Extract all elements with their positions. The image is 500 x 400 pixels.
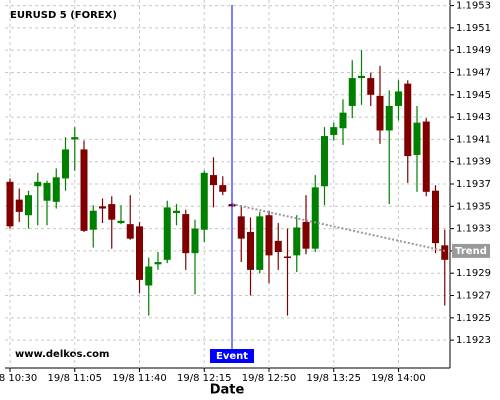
candle-body (311, 187, 319, 249)
candle-body (200, 172, 208, 230)
candle-body (293, 227, 301, 256)
watermark: www.delkos.com (15, 349, 109, 360)
y-tick-label: 1.1947 (456, 67, 491, 78)
candle-body (126, 224, 134, 239)
candle-body (89, 210, 97, 230)
candle-body (191, 228, 199, 254)
candle-body (108, 204, 116, 220)
candle-body (237, 216, 245, 239)
candle-body (173, 210, 180, 213)
candle-body (385, 105, 393, 131)
candle-body (43, 182, 51, 201)
candle-body (404, 83, 412, 157)
candle-body (302, 221, 310, 249)
candle-body (182, 214, 190, 254)
y-tick-label: 1.1945 (456, 90, 491, 101)
y-tick-label: 1.1953 (456, 1, 491, 12)
candle-body (367, 78, 375, 95)
x-tick-label: 19/8 12:15 (177, 373, 231, 384)
y-tick-label: 1.1927 (456, 291, 491, 302)
candle-body (80, 149, 88, 231)
candle-body (330, 127, 338, 135)
candle-body (219, 185, 227, 192)
y-tick-label: 1.1949 (456, 45, 491, 56)
y-tick-label: 1.1933 (456, 224, 491, 235)
y-tick-label: 1.1939 (456, 157, 491, 168)
trend-label: Trend (455, 246, 487, 257)
trend-line (231, 203, 445, 252)
candle-body (15, 199, 23, 212)
chart-title: EURUSD 5 (FOREX) (10, 10, 117, 21)
candle-body (376, 95, 384, 131)
x-tick-label: 19/8 12:50 (242, 373, 296, 384)
x-axis-title: Date (210, 383, 245, 398)
x-tick-label: 19/8 11:05 (48, 373, 102, 384)
candle-body (6, 181, 14, 227)
x-tick-label: 19/8 11:40 (112, 373, 166, 384)
candle-body (117, 220, 125, 224)
candle-body (432, 190, 439, 244)
candle-body (256, 216, 264, 270)
candle-body (62, 149, 69, 179)
candle-body (154, 262, 162, 265)
trend-label-box (452, 243, 490, 258)
candle-body (358, 75, 365, 79)
candle-body (321, 136, 328, 187)
y-tick-label: 1.1937 (456, 179, 491, 190)
y-tick-label: 1.1929 (456, 268, 491, 279)
y-tick-label: 1.1941 (456, 134, 491, 145)
event-label: Event (216, 351, 248, 362)
candle-body (247, 231, 254, 270)
candle-body (422, 121, 430, 192)
candle-body (145, 266, 153, 286)
candle-body (163, 207, 171, 260)
x-tick-label: 19/8 14:00 (371, 373, 425, 384)
x-tick-label: 19/8 10:30 (0, 373, 37, 384)
event-label-box (210, 349, 254, 363)
candle-body (52, 177, 60, 202)
candle-body (348, 78, 356, 106)
y-tick-label: 1.1951 (456, 23, 491, 34)
candle-body (274, 240, 282, 253)
candle-body (413, 122, 421, 156)
x-tick-label: 19/8 13:25 (307, 373, 361, 384)
candle-body (210, 175, 217, 186)
candle-body (136, 226, 143, 280)
candle-body (284, 256, 291, 258)
candle-body (99, 206, 106, 209)
candle-body (71, 137, 79, 140)
y-tick-label: 1.1943 (456, 112, 491, 123)
candle-body (25, 195, 32, 216)
candle-body (265, 215, 273, 256)
candle-body (34, 181, 42, 187)
y-tick-label: 1.1925 (456, 313, 491, 324)
y-tick-label: 1.1935 (456, 201, 491, 212)
y-tick-label: 1.1923 (456, 335, 491, 346)
candle-body (441, 245, 449, 260)
candle-body (339, 112, 347, 129)
candle-body (395, 91, 402, 106)
